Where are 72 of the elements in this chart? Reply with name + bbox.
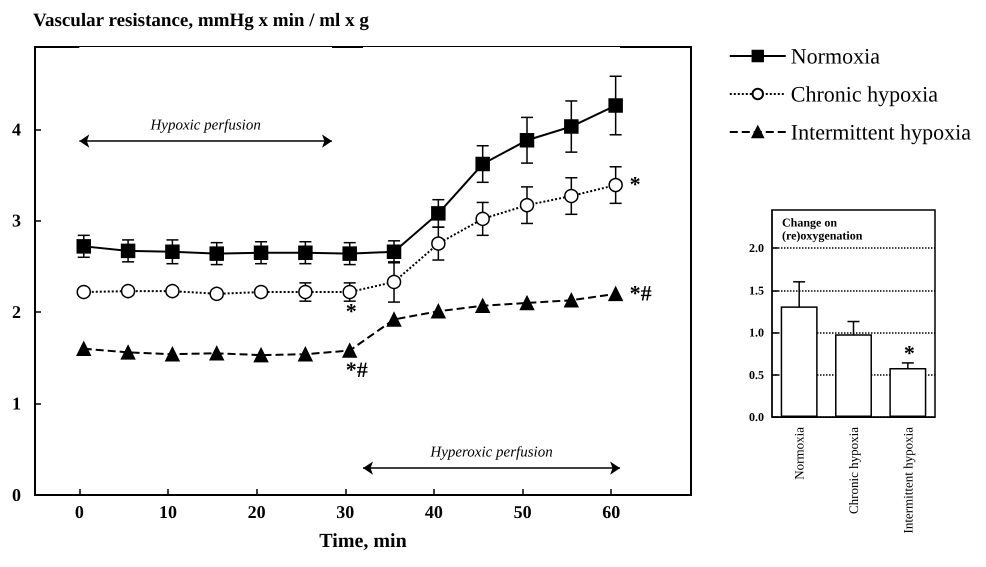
point [76, 284, 92, 300]
x-tick-label: 30 [336, 502, 354, 522]
point [608, 286, 623, 302]
y-tick-label: 2.0 [749, 241, 764, 256]
x-tick-label: Normoxia [792, 426, 807, 480]
annotation: *# [630, 280, 652, 306]
point [298, 245, 313, 260]
point [431, 304, 446, 318]
x-tick-label: 0 [74, 502, 84, 522]
x-tick-label: 50 [514, 502, 532, 522]
point [254, 284, 268, 300]
point [120, 345, 136, 360]
point [298, 284, 313, 300]
text: Change on (re)oxygenation [782, 216, 863, 242]
band-label: Hypoxic perfusion [149, 118, 261, 134]
point [608, 98, 623, 113]
point [342, 284, 357, 300]
point [120, 244, 136, 258]
x-tick-label: 20 [248, 502, 266, 522]
point [209, 246, 224, 261]
point [386, 244, 402, 260]
annotation: * [630, 172, 641, 197]
point [254, 245, 268, 260]
point [431, 236, 446, 251]
y-tick-label: 2 [12, 302, 21, 322]
point [475, 156, 490, 172]
y-axis-title: Vascular resistance, mmHg x min / ml x g [33, 10, 370, 31]
y-tick-label: 1 [12, 394, 21, 414]
legend-label: Chronic hypoxia [790, 82, 938, 106]
point [165, 284, 180, 298]
point [564, 293, 579, 308]
point [342, 343, 357, 358]
point [431, 206, 446, 221]
legend-label: Normoxia [790, 44, 880, 68]
band-label: Hyperoxic perfusion [429, 444, 553, 461]
point [564, 119, 579, 134]
point [120, 284, 136, 298]
annotation: * [904, 340, 915, 366]
point [386, 312, 402, 327]
point [209, 286, 224, 302]
y-tick-label: 3 [12, 210, 21, 231]
point [520, 198, 534, 212]
y-tick-label: 0.5 [749, 368, 764, 382]
point [298, 346, 313, 362]
point [475, 212, 490, 226]
x-axis-title: Time, min [319, 530, 407, 552]
x-tick-label: 10 [158, 502, 177, 522]
point [608, 178, 623, 192]
point [165, 244, 180, 260]
x-tick-label: 60 [602, 502, 620, 522]
point [564, 188, 579, 204]
y-tick-label: 4 [12, 119, 21, 140]
x-tick-label: Intermittent hypoxia [900, 426, 916, 534]
point [475, 298, 490, 313]
point [165, 346, 180, 362]
point [254, 348, 268, 362]
x-tick-label: Chronic hypoxia [846, 426, 861, 514]
point [76, 341, 92, 356]
y-tick-label: 1.0 [749, 326, 764, 340]
point [209, 346, 224, 361]
y-tick-label: 0.0 [749, 410, 764, 424]
y-tick-label: 0 [12, 485, 21, 505]
point [520, 296, 534, 310]
annotation: * [346, 298, 357, 324]
point [76, 239, 92, 254]
point [342, 246, 357, 261]
annotation: *# [346, 357, 368, 382]
legend-label: Intermittent hypoxia [790, 120, 972, 144]
point [386, 274, 402, 290]
y-tick-label: 1.5 [749, 283, 764, 298]
point [520, 133, 534, 148]
x-tick-label: 40 [424, 502, 443, 522]
